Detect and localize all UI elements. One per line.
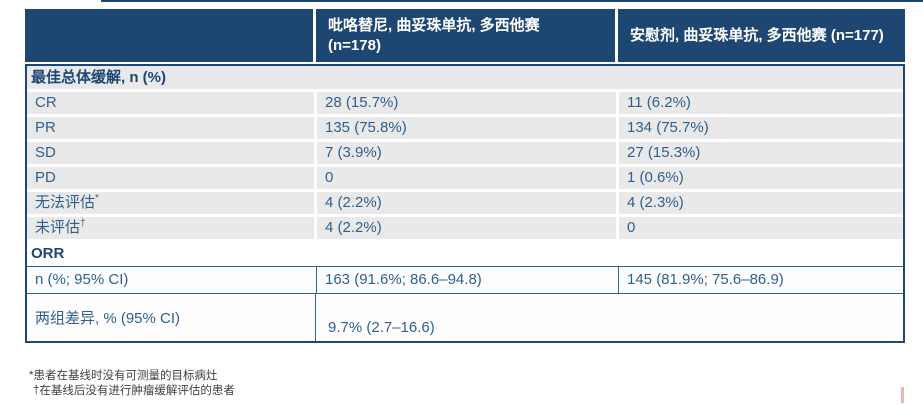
row-value-placebo: 1 (0.6%) [619,167,903,189]
section-orr: ORR [27,242,903,266]
header-pyrotinib-line1: 吡咯替尼, 曲妥珠单抗, 多西他赛 [328,16,540,34]
row-value-pyrotinib: 7 (3.9%) [317,142,616,164]
header-cell-pyrotinib-arm: 吡咯替尼, 曲妥珠单抗, 多西他赛 (n=178) [316,9,615,62]
row-value-pyrotinib: 0 [317,167,616,189]
row-label-sup: * [95,193,99,204]
row-value-placebo: 134 (75.7%) [619,117,903,139]
table-row-orr-ci: n (%; 95% CI) 163 (91.6%; 86.6–94.8) 145… [27,266,903,294]
table-row-cr: CR 28 (15.7%) 11 (6.2%) [27,92,903,114]
row-label-text: 无法评估 [35,194,96,211]
row-value-pyrotinib: 135 (75.8%) [317,117,616,139]
table-row-group-difference: 两组差异, % (95% CI) 9.7% (2.7–16.6) [27,294,903,341]
table-row-not-evaluated: 未评估† 4 (2.2%) 0 [27,217,903,239]
header-cell-empty [25,9,313,62]
top-horizontal-rule [101,0,923,2]
row-label: 无法评估* [27,192,314,214]
row-label-text: SD [35,144,56,161]
row-label: CR [27,92,314,114]
row-value-placebo: 4 (2.3%) [619,192,903,214]
row-value-pyrotinib: 163 (91.6%; 86.6–94.8) [316,267,618,293]
row-label-text: 未评估 [35,219,81,236]
row-label: PD [27,167,314,189]
row-label-text: PD [35,169,56,186]
table-header-row: 吡咯替尼, 曲妥珠单抗, 多西他赛 (n=178) 安慰剂, 曲妥珠单抗, 多西… [25,9,905,62]
table-row-pd: PD 0 1 (0.6%) [27,167,903,189]
footnotes: *患者在基线时没有可测量的目标病灶 †在基线后没有进行肿瘤缓解评估的患者 [29,369,235,399]
row-label: SD [27,142,314,164]
row-label-text: PR [35,119,56,136]
header-pyrotinib-line2: (n=178) [328,36,381,54]
row-label: 未评估† [27,217,314,239]
row-value-pyrotinib: 4 (2.2%) [317,217,616,239]
row-value-pyrotinib: 28 (15.7%) [317,92,616,114]
table-row-pr: PR 135 (75.8%) 134 (75.7%) [27,117,903,139]
row-value-placebo: 11 (6.2%) [619,92,903,114]
section-best-overall-response: 最佳总体缓解, n (%) [27,66,903,89]
table-body: 最佳总体缓解, n (%) CR 28 (15.7%) 11 (6.2%) PR… [25,64,905,343]
header-placebo-label: 安慰剂, 曲妥珠单抗, 多西他赛 (n=177) [630,26,884,44]
table-row-not-evaluable: 无法评估* 4 (2.2%) 4 (2.3%) [27,192,903,214]
row-value-placebo: 145 (81.9%; 75.6–86.9) [618,267,903,293]
table-row-sd: SD 7 (3.9%) 27 (15.3%) [27,142,903,164]
row-label: PR [27,117,314,139]
header-cell-placebo-arm: 安慰剂, 曲妥珠单抗, 多西他赛 (n=177) [618,9,905,62]
results-table: 吡咯替尼, 曲妥珠单抗, 多西他赛 (n=178) 安慰剂, 曲妥珠单抗, 多西… [25,9,905,343]
row-value-placebo: 27 (15.3%) [619,142,903,164]
row-label-sup: † [80,218,86,229]
corner-cursor-marker [901,387,904,403]
row-value-difference: 9.7% (2.7–16.6) [328,319,435,336]
footnote-asterisk: *患者在基线时没有可测量的目标病灶 [29,370,218,382]
row-label: n (%; 95% CI) [35,271,129,288]
row-value-placebo: 0 [619,217,903,239]
row-label: 两组差异, % (95% CI) [27,294,316,341]
row-value-pyrotinib: 4 (2.2%) [317,192,616,214]
footnote-dagger: †在基线后没有进行肿瘤缓解评估的患者 [33,385,235,397]
row-label-text: CR [35,94,57,111]
